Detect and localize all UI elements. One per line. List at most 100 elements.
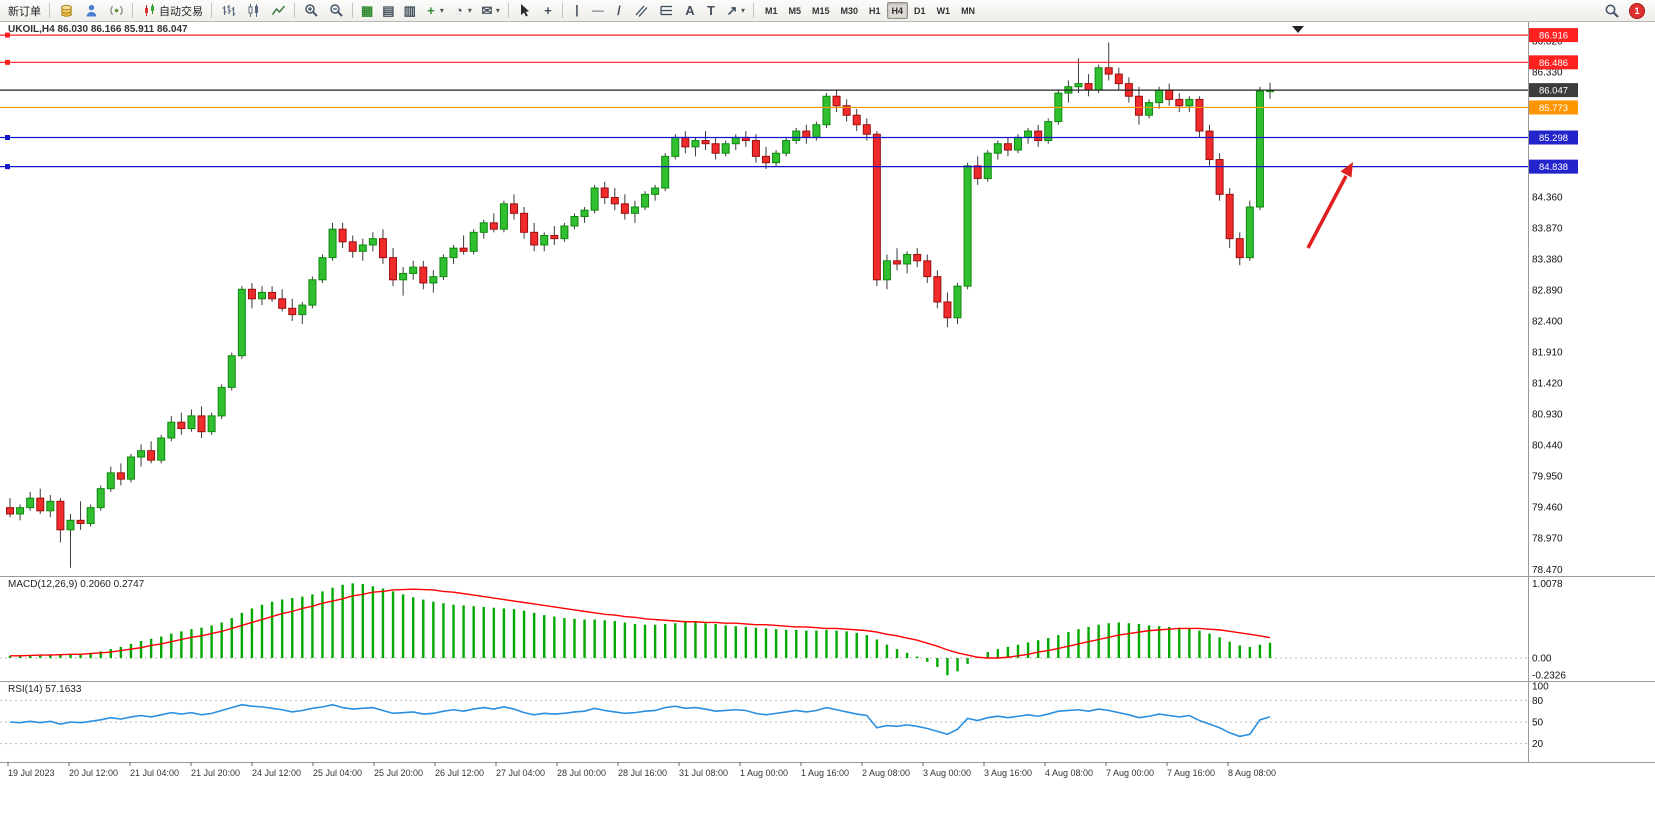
candle-body xyxy=(429,276,438,284)
candle-body xyxy=(1104,67,1113,75)
templates-button[interactable]: ✉ ▾ xyxy=(477,1,504,20)
toolbar-separator xyxy=(211,3,212,18)
candle-body xyxy=(116,472,125,480)
auto-trading-button[interactable]: 自动交易 xyxy=(137,1,207,20)
text-tool-button[interactable]: A xyxy=(680,1,700,20)
candle-body xyxy=(499,203,508,230)
timeframe-group: M1 M5 M15 M30 H1 H4 D1 W1 MN xyxy=(760,2,980,19)
search-button[interactable] xyxy=(1600,1,1624,20)
toolbar-separator xyxy=(561,3,563,18)
trend-arrow-head[interactable] xyxy=(1340,162,1354,178)
hline-marker[interactable] xyxy=(5,59,10,65)
bar-chart-button[interactable] xyxy=(216,1,240,20)
candle-body xyxy=(258,291,266,300)
timeframe-m30[interactable]: M30 xyxy=(836,2,864,19)
coins-icon xyxy=(58,3,74,19)
coins-button[interactable] xyxy=(54,1,78,20)
chart-shift-marker[interactable] xyxy=(1292,26,1304,33)
hline-marker[interactable] xyxy=(5,164,10,170)
text-label-tool-button[interactable]: T xyxy=(701,1,721,20)
time-label: 27 Jul 04:00 xyxy=(496,768,545,778)
candle-body xyxy=(106,472,115,490)
candle-body xyxy=(56,500,65,531)
trend-arrow-line[interactable] xyxy=(1306,175,1348,249)
rsi-axis-label: 100 xyxy=(1532,682,1549,693)
candle-body xyxy=(1084,83,1093,91)
timeframe-m1[interactable]: M1 xyxy=(760,2,783,19)
crosshair-tool-button[interactable]: + xyxy=(538,1,558,20)
clock-icon: ◔ xyxy=(454,3,463,18)
horizontal-line-tool-button[interactable]: — xyxy=(588,1,608,20)
trendline-icon: / xyxy=(617,3,621,18)
time-label: 4 Aug 08:00 xyxy=(1045,768,1093,778)
candle-body xyxy=(600,187,609,199)
price-badge-label: 84.838 xyxy=(1539,162,1568,173)
price-tick-label: 81.910 xyxy=(1532,347,1563,358)
add-indicator-button[interactable]: + ▾ xyxy=(421,1,448,20)
bar-chart-icon xyxy=(220,3,236,19)
timeframe-h1[interactable]: H1 xyxy=(864,2,886,19)
candle-body xyxy=(1044,121,1053,142)
macd-axis-label: 0.00 xyxy=(1532,654,1552,665)
price-badge-label: 86.916 xyxy=(1539,31,1568,42)
timeframe-m5[interactable]: M5 xyxy=(783,2,806,19)
rsi-axis-label: 80 xyxy=(1532,696,1544,707)
price-tick-label: 80.440 xyxy=(1532,440,1563,451)
chevron-down-icon: ▾ xyxy=(495,6,500,15)
candle-body xyxy=(227,355,236,388)
candle-body xyxy=(620,203,629,214)
periods-button[interactable]: ◔ ▾ xyxy=(449,1,476,20)
timeframe-h4[interactable]: H4 xyxy=(886,2,909,19)
arrows-tool-button[interactable]: ↗ ▾ xyxy=(722,1,749,20)
candle-body xyxy=(1074,83,1083,88)
time-label: 26 Jul 12:00 xyxy=(435,768,484,778)
candle-body xyxy=(1145,102,1154,116)
layout-rows-button[interactable]: ▥ xyxy=(400,1,420,20)
candle-body xyxy=(197,415,206,433)
candle-body xyxy=(1155,89,1164,104)
profile-button[interactable] xyxy=(79,1,103,20)
layout-columns-button[interactable]: ▤ xyxy=(378,1,398,20)
timeframe-w1[interactable]: W1 xyxy=(932,2,956,19)
cursor-tool-button[interactable] xyxy=(513,1,537,20)
rsi-indicator-label: RSI(14) 57.1633 xyxy=(8,684,82,695)
candle-body xyxy=(177,421,186,430)
timeframe-d1[interactable]: D1 xyxy=(909,2,931,19)
notification-badge[interactable]: 1 xyxy=(1629,2,1645,19)
new-order-button[interactable]: 新订单 xyxy=(4,1,45,20)
candle-body xyxy=(721,143,730,154)
zoom-in-button[interactable] xyxy=(299,1,323,20)
trendline-tool-button[interactable]: / xyxy=(609,1,629,20)
rsi-line xyxy=(9,703,1271,738)
candle-body xyxy=(268,291,277,300)
candle-body xyxy=(530,231,539,246)
candle-body xyxy=(580,209,589,218)
candle-body xyxy=(540,234,549,246)
hline-marker[interactable] xyxy=(5,32,10,38)
candle-body xyxy=(671,136,680,157)
vertical-line-tool-button[interactable]: | xyxy=(567,1,587,20)
hline-marker[interactable] xyxy=(5,135,10,141)
candle-body xyxy=(590,187,599,211)
line-chart-button[interactable] xyxy=(266,1,290,20)
timeframe-m15[interactable]: M15 xyxy=(807,2,835,19)
tile-windows-button[interactable]: ▦ xyxy=(357,1,377,20)
candle-body xyxy=(449,247,458,259)
channel-icon xyxy=(634,3,650,19)
layout-columns-icon: ▤ xyxy=(382,3,395,18)
timeframe-mn[interactable]: MN xyxy=(956,2,980,19)
candle-body xyxy=(419,266,428,284)
time-label: 3 Aug 16:00 xyxy=(984,768,1032,778)
candle-body xyxy=(903,253,912,265)
candle-body xyxy=(661,155,670,189)
channel-tool-button[interactable] xyxy=(630,1,654,20)
price-tick-label: 86.820 xyxy=(1532,37,1563,48)
zoom-out-button[interactable] xyxy=(324,1,348,20)
fibonacci-tool-button[interactable] xyxy=(655,1,679,20)
candlestick-chart-button[interactable] xyxy=(241,1,265,20)
candlestick-chart-icon xyxy=(245,3,261,19)
signal-button[interactable] xyxy=(104,1,128,20)
candle-body xyxy=(6,507,14,515)
candle-body xyxy=(489,222,498,230)
